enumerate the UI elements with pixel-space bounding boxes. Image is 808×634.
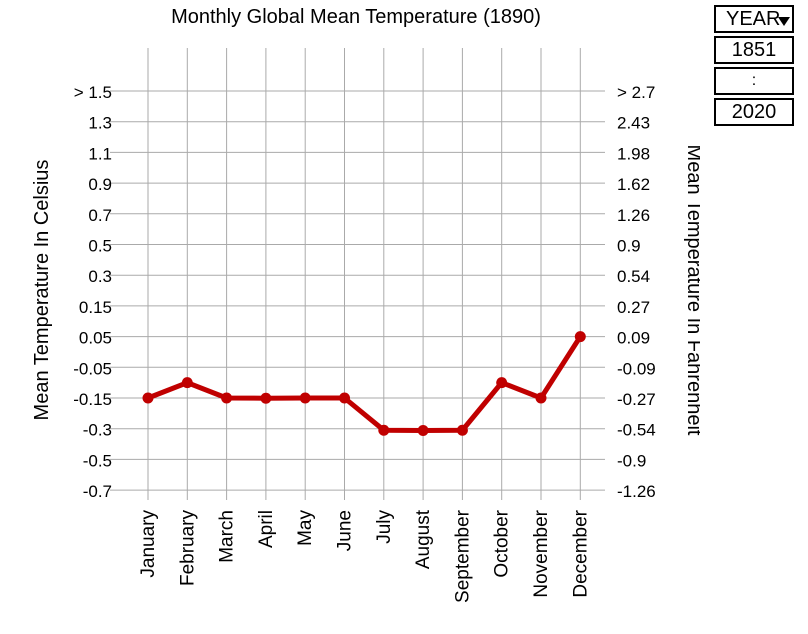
data-point [378,424,390,436]
y-tick-label-left: -0.15 [73,390,112,409]
y-tick-label-right: -0.27 [617,390,656,409]
y-tick-label-right: 1.26 [617,206,650,225]
y-tick-label-right: -1.26 [617,482,656,501]
temperature-chart: Monthly Global Mean Temperature (1890) >… [31,6,700,603]
left-axis-ticks: > 1.5 1.3 1.1 0.9 0.7 0.5 0.3 0.15 0.05 -0.05 -0.1… [73,83,112,501]
data-point [574,331,586,343]
y-tick-label-right: 0.09 [617,329,650,348]
y-tick-label-left: 0.15 [79,298,112,317]
y-tick-label-left: 0.7 [88,206,112,225]
year-selector[interactable]: YEAR 1851 : 2020 [714,5,794,129]
y-tick-label-left: -0.05 [73,359,112,378]
x-tick-label: March [217,510,238,563]
year-end-option[interactable]: 2020 [714,98,794,126]
series-line [145,334,583,434]
y-tick-label-right: -0.54 [617,421,656,440]
data-point [417,425,429,437]
chart-grid [110,48,605,500]
right-axis-ticks: > 2.7 2.43 1.98 1.62 1.26 0.9 0.54 0.27 0.09 -0.0… [617,83,656,501]
y-tick-label-left: -0.7 [83,482,112,501]
year-start-option[interactable]: 1851 [714,36,794,64]
x-tick-label: June [335,510,356,551]
dropdown-arrow-icon[interactable] [778,17,790,26]
x-tick-label: February [177,510,198,587]
y-tick-label-left: 0.9 [88,175,112,194]
data-point [142,392,154,404]
y-tick-label-right: > 2.7 [617,83,655,102]
x-axis-ticks: January February March April May June July Augu… [138,509,591,603]
y-tick-label-left: 0.3 [88,267,112,286]
y-tick-label-left: 1.1 [88,144,112,163]
y-tick-label-right: -0.9 [617,451,646,470]
x-tick-label: July [374,510,395,544]
y-tick-label-left: 0.05 [79,329,112,348]
y-tick-label-left: 0.5 [88,237,112,256]
y-tick-label-left: -0.3 [83,421,112,440]
data-point [299,392,311,404]
year-range-separator: : [714,67,794,95]
y-tick-label-right: 0.54 [617,267,650,286]
y-tick-label-left: 1.3 [88,114,112,133]
x-tick-label: May [295,510,316,546]
chart-title: Monthly Global Mean Temperature (1890) [171,6,541,28]
y-axis-label-right: Mean Temperature In Fahrenheit [683,145,700,436]
data-point [535,392,547,404]
data-point [456,424,468,436]
y-tick-label-right: 1.62 [617,175,650,194]
y-tick-label-right: 2.43 [617,114,650,133]
data-point [339,392,350,404]
year-label: YEAR [726,7,781,30]
x-tick-label: August [413,509,434,569]
y-tick-label-right: 0.9 [617,237,641,256]
data-point [496,377,508,389]
x-tick-label: April [256,510,277,548]
x-tick-label: November [531,509,552,597]
data-point [260,392,272,404]
y-tick-label-left: -0.5 [83,451,112,470]
x-tick-label: October [492,509,513,577]
data-point [181,377,193,389]
y-tick-label-right: 1.98 [617,144,650,163]
series-layer [142,331,586,437]
y-tick-label-left: > 1.5 [74,83,112,102]
x-tick-label: December [570,509,591,597]
y-tick-label-right: -0.09 [617,359,656,378]
y-tick-label-right: 0.27 [617,298,650,317]
x-tick-label: September [452,509,473,603]
data-point [221,392,233,404]
x-tick-label: January [138,510,159,578]
y-axis-label-left: Mean Temperature In Celsius [31,160,53,421]
